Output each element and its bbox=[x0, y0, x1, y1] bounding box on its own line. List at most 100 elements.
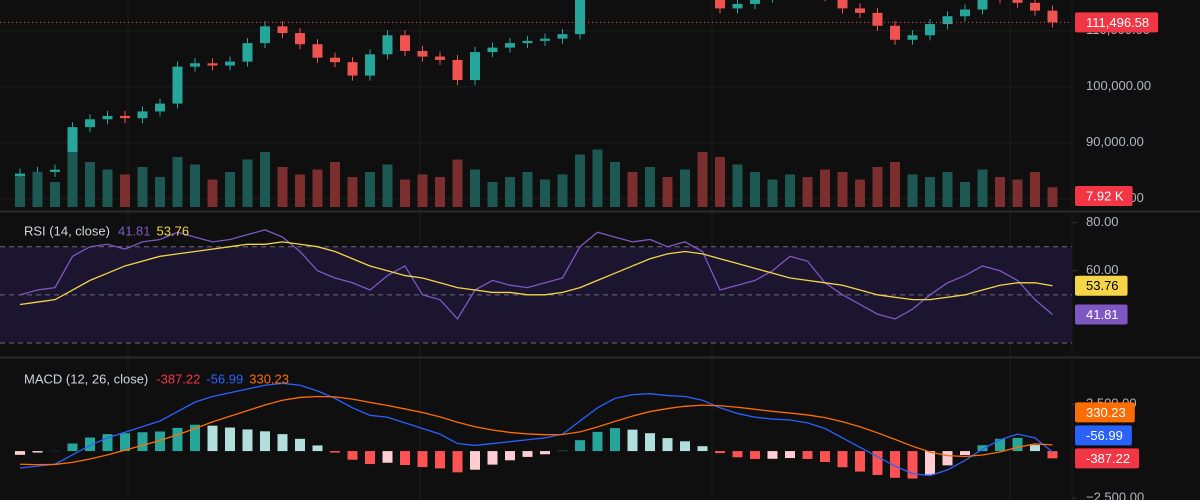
volume-bar bbox=[190, 164, 200, 207]
histogram-bar bbox=[1030, 445, 1040, 452]
volume-bar bbox=[715, 157, 725, 207]
candle-body bbox=[575, 0, 585, 35]
histogram-bar bbox=[592, 431, 603, 452]
histogram-bar bbox=[225, 427, 235, 452]
candle-body bbox=[172, 66, 183, 104]
macd-badge: -387.22 bbox=[1075, 448, 1140, 469]
candle-body bbox=[85, 119, 95, 128]
volume-bar bbox=[645, 167, 655, 207]
histogram-bar bbox=[610, 428, 620, 452]
macd-badge-text: -387.22 bbox=[1086, 451, 1130, 466]
volume-bar bbox=[32, 172, 43, 207]
volume-bar bbox=[207, 179, 218, 207]
candle-body bbox=[977, 0, 988, 10]
line bbox=[19, 241, 1053, 306]
candle-body bbox=[365, 54, 375, 76]
volume-bar bbox=[382, 164, 393, 207]
histogram-bar bbox=[102, 434, 113, 452]
macd-badge: -56.99 bbox=[1075, 425, 1132, 446]
candle-body bbox=[120, 115, 130, 119]
histogram-bar bbox=[85, 437, 95, 452]
candle-body bbox=[417, 50, 428, 57]
histogram-bar bbox=[960, 451, 970, 456]
volume-bar bbox=[225, 172, 235, 207]
y-tick-label: 100,000.00 bbox=[1086, 78, 1151, 93]
volume-bar bbox=[837, 172, 848, 207]
histogram-bar bbox=[120, 433, 130, 452]
legend-value: 330.23 bbox=[249, 371, 289, 386]
macd-badge-bg bbox=[1075, 402, 1135, 423]
histogram-bar bbox=[207, 425, 218, 452]
volume-bar bbox=[400, 179, 410, 207]
candle-body bbox=[242, 43, 253, 62]
y-tick-label: 90,000.00 bbox=[1086, 134, 1144, 149]
histogram-bar bbox=[1047, 451, 1058, 459]
volume-bar bbox=[435, 177, 445, 207]
histogram-bar bbox=[540, 451, 550, 455]
volume-bar bbox=[67, 152, 78, 207]
histogram-bar bbox=[452, 451, 463, 473]
histogram-bar bbox=[417, 451, 428, 468]
histogram-bar bbox=[785, 451, 795, 459]
volume-bar bbox=[50, 182, 60, 207]
price-badge-text: 111,496.58 bbox=[1086, 15, 1149, 30]
rsi-badge: 53.76 bbox=[1075, 275, 1128, 296]
candle-body bbox=[505, 43, 515, 48]
histogram-bar bbox=[820, 451, 830, 462]
candle-body bbox=[295, 33, 305, 45]
volume-bar bbox=[767, 179, 778, 207]
volume-bar bbox=[627, 172, 638, 207]
histogram-bar bbox=[662, 438, 673, 452]
histogram-bar bbox=[925, 451, 935, 475]
candle-body bbox=[102, 115, 113, 120]
volume-bar bbox=[242, 159, 253, 207]
volume-badge-text: 7.92 K bbox=[1086, 188, 1124, 203]
candle-body bbox=[855, 8, 865, 13]
histogram-bar bbox=[32, 451, 43, 453]
candles bbox=[0, 0, 1072, 182]
line bbox=[19, 229, 1053, 320]
volume-bar bbox=[1047, 187, 1058, 207]
candle-body bbox=[925, 24, 935, 36]
volume-bar bbox=[855, 179, 865, 207]
y-tick-label: 60.00 bbox=[1086, 262, 1119, 277]
volume-badge: 7.92 K bbox=[1075, 186, 1133, 206]
candle-body bbox=[837, 0, 848, 9]
macd-badge: 330.23 bbox=[1075, 402, 1135, 423]
candle-body bbox=[435, 56, 445, 60]
volume-bar bbox=[260, 152, 270, 207]
volume-bar bbox=[137, 167, 148, 207]
candle-body bbox=[907, 35, 918, 40]
histogram-bar bbox=[15, 451, 25, 455]
volume-bar bbox=[155, 177, 165, 207]
histogram-bar bbox=[715, 451, 725, 454]
price-badge: 111,496.58 bbox=[1075, 12, 1159, 33]
histogram-bar bbox=[365, 451, 375, 465]
histogram-bar bbox=[347, 451, 358, 460]
candle-body bbox=[732, 3, 743, 9]
histogram-bar bbox=[802, 451, 813, 459]
histogram-bar bbox=[1012, 437, 1023, 452]
candle-body bbox=[155, 103, 165, 112]
rsi-badge-text: 41.81 bbox=[1086, 307, 1119, 322]
legend-title: RSI (14, close) bbox=[24, 223, 110, 238]
candle-body bbox=[522, 40, 533, 44]
candle-body bbox=[260, 26, 270, 44]
histogram-bar bbox=[400, 451, 410, 465]
histogram-bar bbox=[172, 427, 183, 452]
histogram-bar bbox=[645, 433, 655, 452]
candle-body bbox=[1047, 10, 1058, 23]
volume-bar bbox=[680, 169, 690, 207]
volume-bar bbox=[592, 149, 603, 207]
volume-bar bbox=[522, 172, 533, 207]
histogram-bar bbox=[575, 440, 585, 452]
volume-bar bbox=[907, 174, 918, 207]
y-tick-label: 80.00 bbox=[1086, 214, 1119, 229]
histogram-bar bbox=[872, 451, 883, 475]
price-badge-bg bbox=[1075, 12, 1159, 33]
volume-bar bbox=[505, 177, 515, 207]
legend-value: 53.76 bbox=[157, 223, 190, 238]
volume-bar bbox=[1030, 172, 1040, 207]
histogram-bar bbox=[487, 451, 498, 465]
